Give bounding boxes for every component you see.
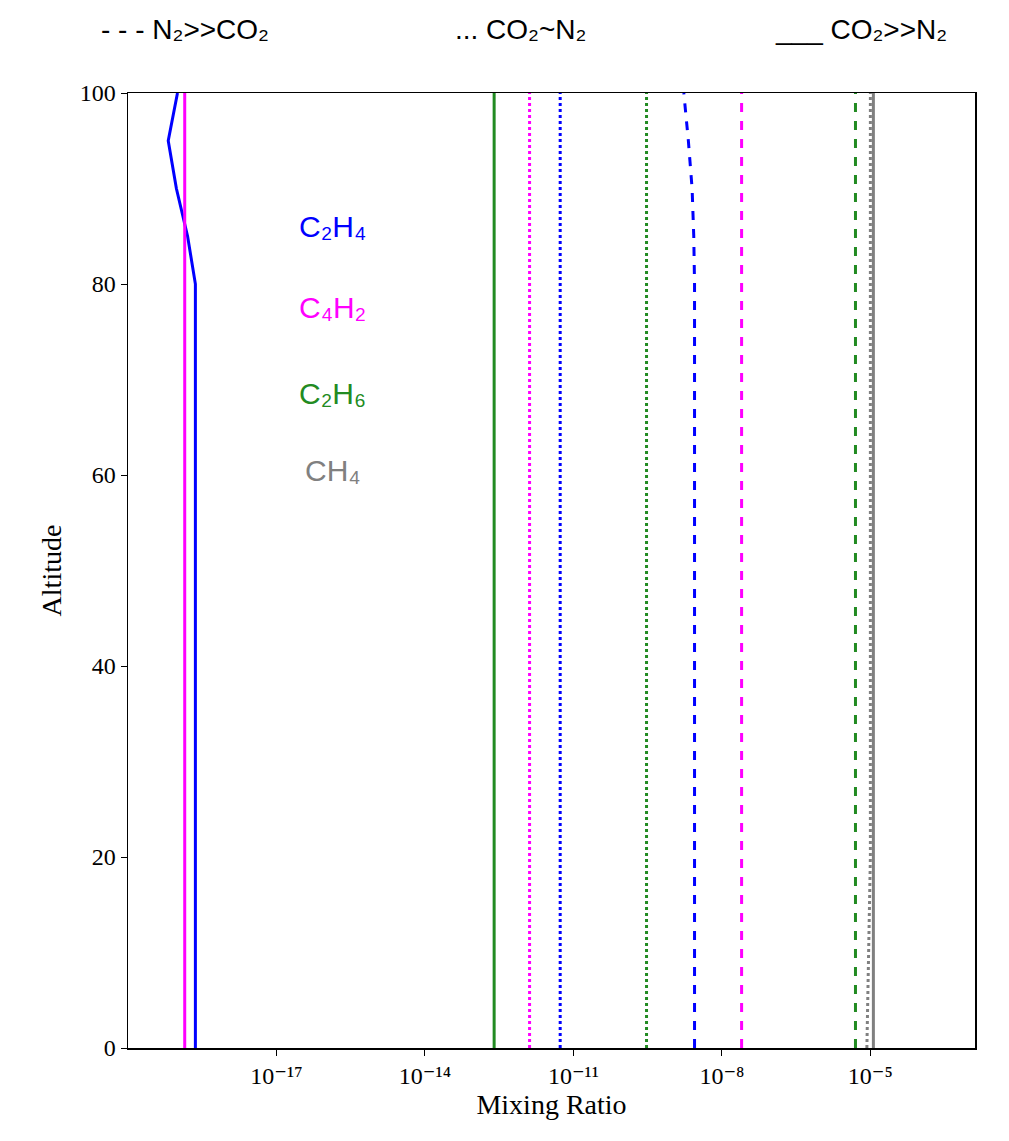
- svg-text:40: 40: [92, 653, 116, 679]
- svg-text:10⁻¹⁷: 10⁻¹⁷: [250, 1063, 302, 1089]
- svg-text:Mixing Ratio: Mixing Ratio: [476, 1089, 626, 1120]
- svg-text:___ CO₂>>N₂: ___ CO₂>>N₂: [775, 14, 947, 45]
- svg-text:60: 60: [92, 462, 116, 488]
- svg-text:- - - N₂>>CO₂: - - - N₂>>CO₂: [101, 14, 269, 45]
- svg-text:C₂H₄: C₂H₄: [299, 210, 366, 243]
- svg-text:C₂H₆: C₂H₆: [299, 377, 366, 410]
- svg-text:... CO₂~N₂: ... CO₂~N₂: [455, 14, 586, 45]
- svg-text:80: 80: [92, 271, 116, 297]
- svg-text:0: 0: [104, 1035, 116, 1061]
- svg-text:100: 100: [80, 80, 116, 106]
- svg-text:20: 20: [92, 844, 116, 870]
- svg-text:10⁻⁸: 10⁻⁸: [699, 1063, 744, 1089]
- svg-text:C₄H₂: C₄H₂: [299, 291, 366, 324]
- svg-text:10⁻¹⁴: 10⁻¹⁴: [399, 1063, 451, 1089]
- svg-text:Altitude: Altitude: [36, 525, 67, 617]
- svg-text:CH₄: CH₄: [305, 454, 361, 487]
- svg-text:10⁻⁵: 10⁻⁵: [848, 1063, 893, 1089]
- svg-text:10⁻¹¹: 10⁻¹¹: [548, 1063, 599, 1089]
